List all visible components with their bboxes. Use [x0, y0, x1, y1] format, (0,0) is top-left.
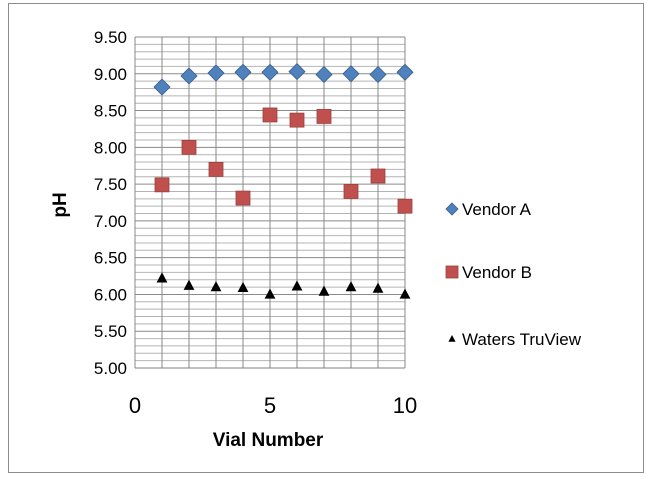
data-point [345, 281, 357, 292]
x-tick-label: 0 [129, 393, 141, 418]
data-point [316, 109, 332, 124]
grid-lines [134, 36, 406, 369]
data-point [264, 288, 276, 299]
y-axis-title: pH [50, 192, 71, 217]
data-point [372, 282, 384, 293]
y-tick-label: 7.50 [94, 175, 127, 194]
data-point [153, 78, 171, 96]
data-point [262, 107, 278, 123]
legend-label: Waters TruView [462, 330, 582, 349]
x-tick-label: 10 [393, 393, 417, 418]
data-point [180, 67, 198, 85]
y-tick-label: 9.50 [94, 28, 127, 47]
legend-label: Vendor B [462, 263, 532, 282]
data-point [370, 168, 386, 184]
data-point [399, 288, 411, 299]
data-point [235, 190, 251, 206]
data-point [234, 63, 252, 81]
y-tick-label: 6.50 [94, 249, 127, 268]
y-tick-label: 8.00 [94, 138, 127, 157]
data-point [291, 280, 303, 291]
y-tick-labels: 5.00 5.50 6.00 6.50 7.00 7.50 8.00 8.50 9.00 9.50 [94, 28, 127, 378]
y-tick-label: 9.00 [94, 65, 127, 84]
legend-marker [448, 335, 456, 342]
x-tick-labels: 0 5 10 [129, 393, 417, 418]
x-tick-label: 5 [264, 393, 276, 418]
data-point [208, 161, 224, 177]
y-tick-label: 6.00 [94, 285, 127, 304]
data-point [156, 272, 168, 283]
data-point [183, 279, 195, 290]
data-point [210, 281, 222, 292]
legend-label: Vendor A [462, 200, 532, 219]
data-point [369, 65, 387, 84]
data-points [153, 63, 414, 299]
legend: Vendor A Vendor B Waters TruView [445, 200, 582, 349]
y-tick-label: 5.00 [94, 359, 127, 378]
y-tick-label: 8.50 [94, 102, 127, 121]
data-point [261, 63, 279, 81]
y-tick-label: 5.50 [94, 322, 127, 341]
data-point [343, 184, 359, 199]
x-axis-title: Vial Number [213, 430, 324, 451]
data-point [288, 63, 306, 81]
data-point [318, 285, 330, 296]
data-point [315, 65, 333, 84]
legend-marker [445, 202, 459, 216]
data-point [342, 65, 360, 83]
data-point [397, 198, 413, 214]
data-point [289, 112, 305, 128]
data-point [237, 281, 249, 293]
data-point [181, 139, 197, 155]
data-point [396, 63, 414, 81]
legend-marker [445, 265, 459, 279]
data-point [207, 64, 225, 82]
data-point [154, 177, 170, 193]
y-tick-label: 7.00 [94, 212, 127, 231]
